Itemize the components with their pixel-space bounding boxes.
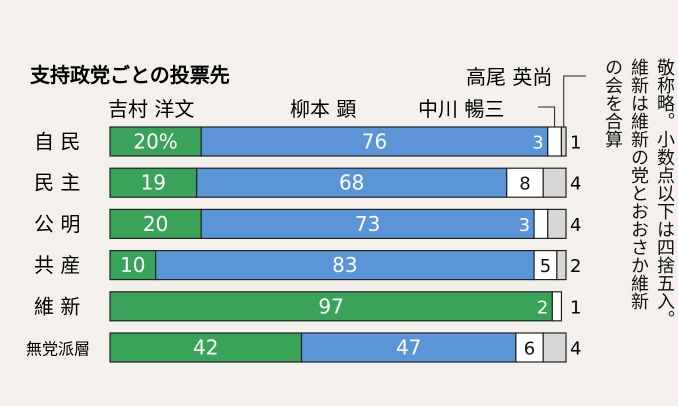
bar-segment-4 (542, 167, 567, 198)
chart-title: 支持政党ごとの投票先 (30, 63, 230, 87)
legend-高尾英尚: 高尾 英尚 (466, 65, 552, 89)
bar-rows: 自 民 20% 76 3 1民 主 19 68 8 4公 明 20 73 3 4共 産 10 83 5 2維 新… (26, 126, 581, 363)
legend: 吉村 洋文 柳本 顕 中川 暢三 高尾 英尚 (108, 65, 586, 127)
data-label: 3 (532, 133, 543, 154)
bar-segment-1 (109, 208, 202, 239)
legend-leader-line (563, 75, 586, 127)
category-label: 公 明 (34, 212, 80, 236)
data-label: 73 (355, 212, 380, 236)
outside-label: 1 (570, 133, 581, 154)
data-label: 6 (524, 339, 535, 360)
bar-row: 無党派層 42 47 6 4 (26, 332, 581, 363)
footnote-line-1: 敬称略。小数点以下は四捨五入。 (654, 58, 675, 328)
bar-segment-1 (109, 332, 303, 363)
data-label: 83 (332, 253, 357, 277)
bar-row: 維 新 97 2 1 (34, 291, 581, 322)
outside-label: 1 (570, 297, 581, 318)
bar-segment-3 (551, 291, 563, 322)
bar-row: 共 産 10 83 5 2 (34, 250, 581, 281)
data-label: 2 (537, 297, 548, 318)
bar-segment-4 (542, 332, 567, 363)
data-label: 97 (318, 294, 343, 318)
legend-leader-line (538, 106, 556, 127)
bar-segment-4 (556, 250, 567, 281)
bar-segment-2 (200, 208, 535, 239)
legend-吉村洋文: 吉村 洋文 (108, 97, 194, 121)
footnote-line-3: の会を合算 (602, 58, 623, 148)
outside-label: 2 (570, 256, 581, 277)
legend-柳本顕: 柳本 顕 (290, 97, 356, 121)
data-label: 68 (339, 171, 364, 195)
footnote: 敬称略。小数点以下は四捨五入。 維新は維新の党とおおさか維新 の会を合算 (585, 58, 675, 388)
footnote-line-2: 維新は維新の党とおおさか維新 (628, 58, 649, 310)
bar-segment-4 (547, 208, 567, 239)
category-label: 民 主 (34, 171, 80, 195)
data-label: 42 (193, 336, 218, 360)
bar-row: 民 主 19 68 8 4 (34, 167, 581, 198)
category-label: 無党派層 (26, 340, 90, 359)
data-label: 76 (362, 130, 387, 154)
bar-row: 自 民 20% 76 3 1 (34, 126, 581, 157)
outside-label: 4 (570, 215, 581, 236)
outside-label: 4 (570, 339, 581, 360)
bar-segment-1 (109, 250, 157, 281)
data-label: 5 (540, 256, 551, 277)
data-label: 20 (143, 212, 168, 236)
category-label: 維 新 (34, 294, 80, 318)
data-label: 47 (396, 336, 421, 360)
category-label: 自 民 (34, 130, 80, 154)
data-label: 10 (120, 253, 145, 277)
data-label: 3 (519, 215, 530, 236)
bar-segment-4 (560, 126, 567, 157)
data-label: 8 (519, 174, 530, 195)
bar-segment-1 (109, 291, 553, 322)
data-label: 20% (133, 130, 177, 154)
outside-label: 4 (570, 174, 581, 195)
legend-中川暢三: 中川 暢三 (418, 97, 504, 121)
category-label: 共 産 (34, 253, 80, 277)
bar-segment-3 (533, 208, 549, 239)
data-label: 19 (141, 171, 166, 195)
bar-row: 公 明 20 73 3 4 (34, 208, 581, 239)
bar-segment-3 (547, 126, 563, 157)
